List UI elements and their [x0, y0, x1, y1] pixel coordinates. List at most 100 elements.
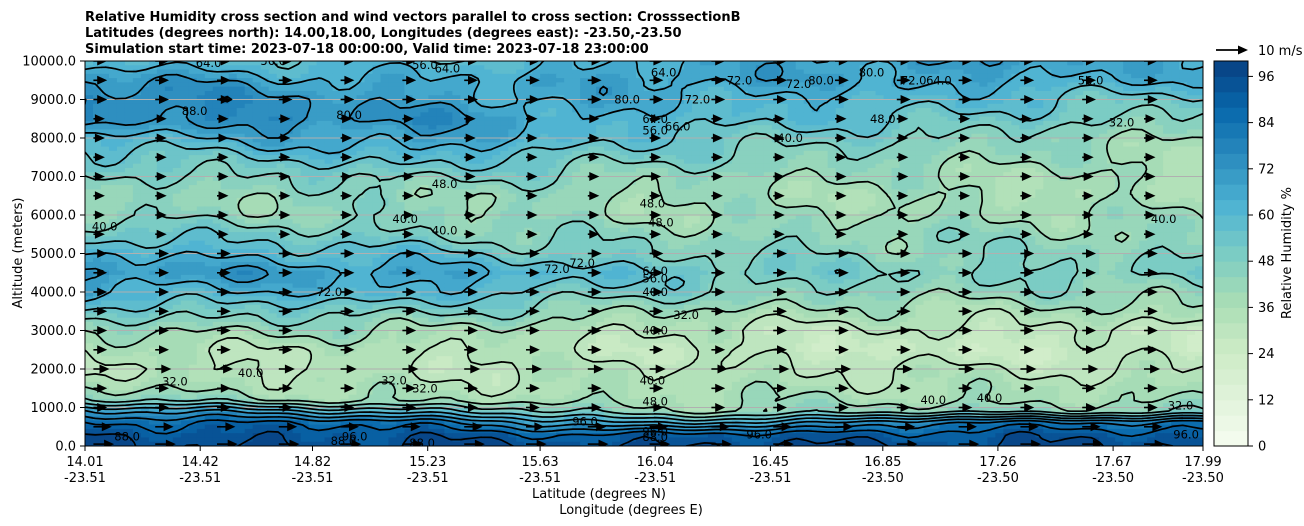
rh-fill-cell: [900, 164, 909, 169]
rh-fill-cell: [349, 70, 358, 75]
rh-fill-cell: [604, 70, 613, 75]
rh-fill-cell: [420, 112, 429, 117]
rh-fill-cell: [333, 194, 342, 199]
rh-fill-cell: [564, 151, 573, 156]
rh-fill-cell: [1075, 206, 1084, 211]
rh-fill-cell: [708, 125, 717, 130]
rh-fill-cell: [724, 164, 733, 169]
rh-fill-cell: [987, 202, 996, 207]
rh-fill-cell: [572, 206, 581, 211]
rh-fill-cell: [748, 155, 757, 160]
rh-fill-cell: [971, 155, 980, 160]
rh-fill-cell: [716, 129, 725, 134]
rh-fill-cell: [245, 61, 254, 66]
rh-fill-cell: [1131, 78, 1140, 83]
rh-fill-cell: [788, 117, 797, 122]
rh-fill-cell: [971, 202, 980, 207]
rh-fill-cell: [1067, 104, 1076, 109]
rh-fill-cell: [971, 168, 980, 173]
rh-fill-cell: [1051, 138, 1060, 143]
rh-fill-cell: [133, 65, 142, 70]
rh-fill-cell: [1139, 147, 1148, 152]
rh-fill-cell: [644, 104, 653, 109]
rh-fill-cell: [1187, 177, 1196, 182]
rh-fill-cell: [1107, 177, 1116, 182]
rh-fill-cell: [261, 185, 270, 190]
rh-fill-cell: [796, 194, 805, 199]
rh-fill-cell: [301, 155, 310, 160]
rh-fill-cell: [1123, 74, 1132, 79]
rh-fill-cell: [1059, 61, 1068, 66]
rh-fill-cell: [740, 117, 749, 122]
rh-fill-cell: [404, 108, 413, 113]
rh-fill-cell: [612, 147, 621, 152]
rh-fill-cell: [109, 168, 118, 173]
rh-fill-cell: [580, 206, 589, 211]
rh-fill-cell: [860, 142, 869, 147]
rh-fill-cell: [173, 70, 182, 75]
rh-fill-cell: [740, 185, 749, 190]
rh-fill-cell: [484, 117, 493, 122]
rh-fill-cell: [205, 87, 214, 92]
rh-fill-cell: [1019, 164, 1028, 169]
rh-fill-cell: [700, 164, 709, 169]
rh-fill-cell: [947, 91, 956, 96]
rh-fill-cell: [1051, 159, 1060, 164]
rh-fill-cell: [1027, 202, 1036, 207]
rh-fill-cell: [1059, 194, 1068, 199]
rh-fill-cell: [380, 185, 389, 190]
rh-fill-cell: [1067, 138, 1076, 143]
rh-fill-cell: [748, 108, 757, 113]
rh-fill-cell: [301, 91, 310, 96]
rh-fill-cell: [1195, 74, 1204, 79]
rh-fill-cell: [388, 194, 397, 199]
rh-fill-cell: [1171, 181, 1180, 186]
rh-fill-cell: [1195, 91, 1204, 96]
rh-fill-cell: [900, 125, 909, 130]
rh-fill-cell: [245, 189, 254, 194]
rh-fill-cell: [844, 70, 853, 75]
rh-fill-cell: [476, 206, 485, 211]
rh-fill-cell: [580, 189, 589, 194]
rh-fill-cell: [309, 159, 318, 164]
rh-fill-cell: [436, 147, 445, 152]
rh-fill-cell: [652, 142, 661, 147]
rh-fill-cell: [684, 70, 693, 75]
rh-fill-cell: [317, 100, 326, 105]
rh-fill-cell: [700, 74, 709, 79]
rh-fill-cell: [828, 194, 837, 199]
rh-fill-cell: [365, 129, 374, 134]
rh-fill-cell: [676, 78, 685, 83]
rh-fill-cell: [1163, 168, 1172, 173]
rh-fill-cell: [900, 129, 909, 134]
rh-fill-cell: [372, 142, 381, 147]
rh-fill-cell: [1043, 87, 1052, 92]
rh-fill-cell: [612, 112, 621, 117]
rh-fill-cell: [740, 108, 749, 113]
rh-fill-cell: [995, 121, 1004, 126]
rh-fill-cell: [660, 181, 669, 186]
rh-fill-cell: [476, 70, 485, 75]
rh-fill-cell: [1171, 100, 1180, 105]
rh-fill-cell: [149, 181, 158, 186]
rh-fill-cell: [540, 142, 549, 147]
rh-fill-cell: [612, 129, 621, 134]
rh-fill-cell: [508, 70, 517, 75]
rh-fill-cell: [955, 104, 964, 109]
rh-fill-cell: [269, 125, 278, 130]
rh-fill-cell: [764, 74, 773, 79]
rh-fill-cell: [979, 91, 988, 96]
rh-fill-cell: [708, 185, 717, 190]
rh-fill-cell: [908, 194, 917, 199]
rh-fill-cell: [708, 87, 717, 92]
rh-fill-cell: [1187, 164, 1196, 169]
rh-fill-cell: [764, 112, 773, 117]
rh-fill-cell: [404, 206, 413, 211]
rh-fill-cell: [189, 189, 198, 194]
rh-fill-cell: [1043, 194, 1052, 199]
rh-fill-cell: [325, 177, 334, 182]
rh-fill-cell: [1035, 61, 1044, 66]
rh-fill-cell: [1067, 159, 1076, 164]
rh-fill-cell: [1083, 104, 1092, 109]
rh-fill-cell: [452, 198, 461, 203]
